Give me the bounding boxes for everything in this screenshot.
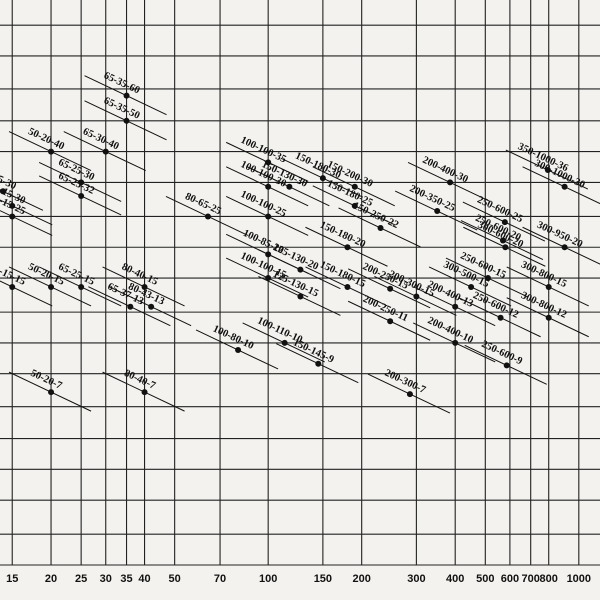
point-label: 250-600-12 — [471, 290, 520, 321]
x-tick-label: 100 — [259, 573, 277, 585]
point — [78, 192, 85, 199]
point — [127, 303, 134, 310]
point — [319, 175, 326, 182]
point — [281, 339, 288, 346]
point — [297, 293, 304, 300]
point-label: 100-100-25 — [239, 189, 288, 220]
point — [452, 303, 459, 310]
point-label: 300-800-12 — [519, 290, 568, 321]
point-label: 80-40-15 — [120, 262, 160, 288]
point — [387, 285, 394, 292]
point — [344, 283, 351, 290]
x-tick-label: 20 — [45, 573, 57, 585]
point — [351, 202, 358, 209]
point — [48, 283, 55, 290]
point — [48, 389, 55, 396]
x-tick-label: 200 — [353, 573, 371, 585]
point — [265, 183, 272, 190]
x-tick-label: 70 — [214, 573, 226, 585]
point-label: 200-350-25 — [408, 183, 457, 214]
point — [497, 314, 504, 321]
point-label: 50-20-40 — [26, 126, 66, 152]
point-label: 300-950-20 — [535, 220, 584, 251]
point — [377, 224, 384, 231]
x-tick-label: 15 — [6, 573, 18, 585]
point — [351, 183, 358, 190]
point — [484, 275, 491, 282]
point-label: 40-15-15 — [0, 262, 27, 288]
point-label: 80-40-7 — [122, 368, 157, 392]
point-label: 200-400-30 — [421, 155, 470, 186]
point — [545, 283, 552, 290]
point-label: 200-250-11 — [361, 294, 410, 324]
point-label: 50-20-7 — [29, 368, 64, 392]
x-tick-label: 25 — [75, 573, 87, 585]
point-label: 80-65-25 — [183, 191, 223, 217]
point — [561, 183, 568, 190]
point — [406, 391, 413, 398]
x-tick-label: 700 — [522, 573, 540, 585]
point — [344, 244, 351, 251]
point — [123, 92, 130, 99]
point — [0, 188, 6, 195]
point — [78, 283, 85, 290]
point — [78, 179, 85, 186]
point — [545, 314, 552, 321]
point — [265, 213, 272, 220]
x-tick-label: 150 — [314, 573, 332, 585]
x-tick-label: 300 — [407, 573, 425, 585]
point — [499, 237, 506, 244]
point — [265, 159, 272, 166]
point — [452, 339, 459, 346]
point — [235, 346, 242, 353]
x-tick-label: 35 — [120, 573, 132, 585]
x-tick-label: 30 — [100, 573, 112, 585]
point — [297, 266, 304, 273]
point-label: 65-35-60 — [102, 70, 142, 96]
point — [387, 318, 394, 325]
x-tick-label: 500 — [476, 573, 494, 585]
point-label: 125-130-15 — [271, 269, 320, 300]
point — [148, 303, 155, 310]
point — [315, 360, 322, 367]
point — [102, 148, 109, 155]
point — [204, 213, 211, 220]
x-tick-label: 1000 — [567, 573, 591, 585]
point — [561, 244, 568, 251]
point — [544, 167, 551, 174]
point — [141, 389, 148, 396]
point — [9, 202, 16, 209]
point — [434, 208, 441, 215]
point — [265, 275, 272, 282]
x-tick-label: 50 — [169, 573, 181, 585]
point-label: 200-400-10 — [426, 315, 475, 346]
point — [447, 179, 454, 186]
point — [501, 219, 508, 226]
point — [468, 283, 475, 290]
x-tick-label: 800 — [540, 573, 558, 585]
point-label: 65-30-40 — [81, 126, 121, 152]
point-label: 300-800-15 — [519, 259, 568, 290]
point — [48, 148, 55, 155]
point — [413, 293, 420, 300]
x-tick-label: 600 — [501, 573, 519, 585]
point — [123, 117, 130, 124]
point — [9, 213, 16, 220]
x-tick-label: 40 — [138, 573, 150, 585]
point-label: 150-180-20 — [318, 220, 367, 251]
point — [9, 283, 16, 290]
point — [502, 244, 509, 251]
point — [141, 283, 148, 290]
point — [503, 362, 510, 369]
x-tick-label: 400 — [446, 573, 464, 585]
point — [286, 183, 293, 190]
